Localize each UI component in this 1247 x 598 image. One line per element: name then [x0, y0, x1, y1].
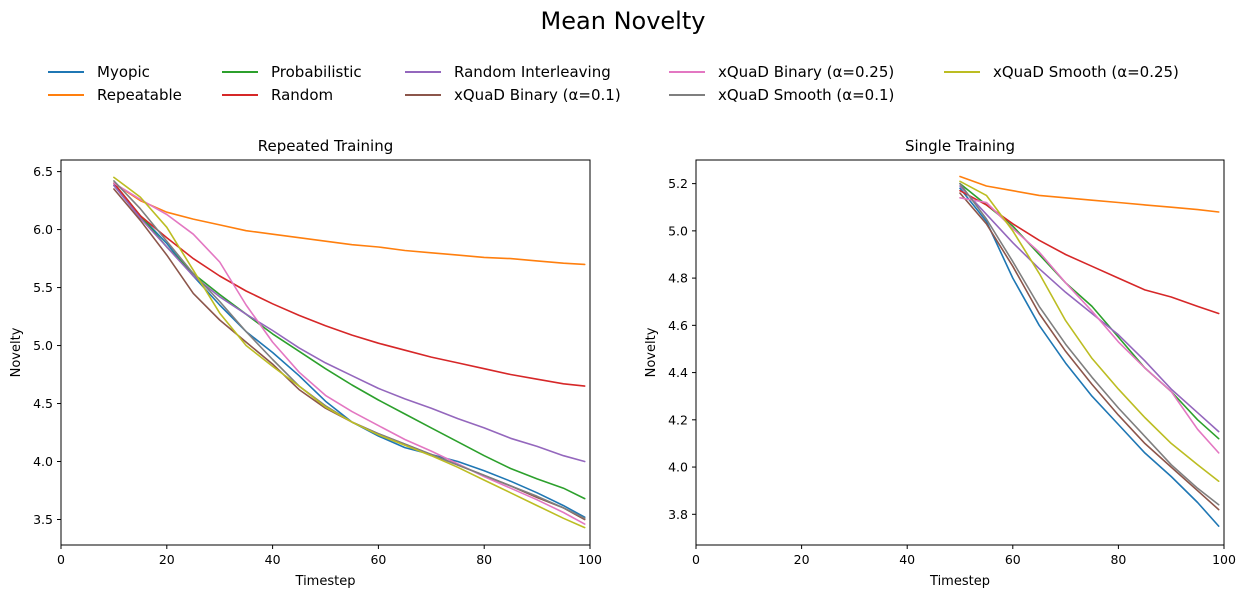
axes-frame: [60, 159, 591, 546]
series-line-random: [113, 182, 586, 387]
legend-label-probabilistic: Probabilistic: [271, 63, 362, 81]
y-tick-label: 3.5: [33, 512, 53, 527]
y-tick-label: 6.5: [33, 164, 53, 179]
series-line-xquad-binary-alpha-0-25: [959, 197, 1220, 454]
y-tick-label: 4.6: [668, 318, 688, 333]
legend-entry-xquad-smooth-alpha-0-1: xQuaD Smooth (α=0.1): [669, 86, 894, 104]
legend-entry-probabilistic: Probabilistic: [222, 63, 362, 81]
x-tick-label: 0: [57, 552, 65, 567]
legend-label-myopic: Myopic: [97, 63, 150, 81]
series-line-xquad-binary-alpha-0-1: [959, 192, 1220, 511]
axes-frame: [695, 159, 1225, 546]
series-line-xquad-smooth-alpha-0-1: [959, 182, 1220, 506]
legend-label-random-interleaving: Random Interleaving: [454, 63, 611, 81]
legend-label-xquad-binary-alpha-0-1: xQuaD Binary (α=0.1): [454, 86, 621, 104]
x-tick-label: 0: [692, 552, 700, 567]
x-axis-label: Timestep: [929, 574, 990, 589]
series-line-xquad-smooth-alpha-0-1: [113, 180, 586, 520]
y-axis-label: Novelty: [9, 327, 24, 377]
x-tick-label: 80: [476, 552, 492, 567]
y-tick-label: 4.4: [668, 365, 688, 380]
legend: Myopic Repeatable Probabilistic Random Rando…: [48, 63, 1179, 104]
y-tick-label: 4.5: [33, 396, 53, 411]
x-tick-label: 40: [265, 552, 281, 567]
series-line-random-interleaving: [113, 184, 586, 463]
y-tick-label: 5.0: [33, 338, 53, 353]
legend-label-repeatable: Repeatable: [97, 86, 182, 104]
legend-entry-random: Random: [222, 86, 333, 104]
x-tick-label: 60: [370, 552, 386, 567]
series-line-myopic: [959, 187, 1220, 527]
y-tick-label: 5.0: [668, 223, 688, 238]
series-line-xquad-binary-alpha-0-25: [113, 182, 586, 525]
series-line-random-interleaving: [959, 185, 1220, 433]
legend-label-xquad-smooth-alpha-0-1: xQuaD Smooth (α=0.1): [718, 86, 894, 104]
panel-single-training: 0 20 40 60 80 100 3.8 4.0 4.2 4.4 4.6 4.8 5.0 5.2 Sing…: [644, 137, 1236, 589]
series-line-xquad-smooth-alpha-0-25: [959, 180, 1220, 483]
y-tick-label: 4.0: [668, 460, 688, 475]
series-group: [113, 176, 586, 529]
legend-label-xquad-smooth-alpha-0-25: xQuaD Smooth (α=0.25): [993, 63, 1179, 81]
y-tick-label: 5.5: [33, 280, 53, 295]
panel-title: Repeated Training: [258, 137, 394, 155]
series-line-repeatable: [113, 182, 586, 266]
y-tick-label: 6.0: [33, 222, 53, 237]
legend-label-random: Random: [271, 86, 333, 104]
series-line-repeatable: [959, 175, 1220, 213]
y-tick-label: 3.8: [668, 507, 688, 522]
y-tick-label: 5.2: [668, 176, 688, 191]
legend-entry-xquad-binary-alpha-0-1: xQuaD Binary (α=0.1): [405, 86, 621, 104]
legend-entry-repeatable: Repeatable: [48, 86, 182, 104]
legend-entry-random-interleaving: Random Interleaving: [405, 63, 611, 81]
series-line-random: [959, 189, 1220, 315]
panel-repeated-training: 0 20 40 60 80 100 3.5 4.0 4.5 5.0 5.5 6.0 6.5 Repeate…: [9, 137, 602, 589]
legend-entry-xquad-binary-alpha-0-25: xQuaD Binary (α=0.25): [669, 63, 894, 81]
x-tick-label: 40: [899, 552, 915, 567]
legend-entry-myopic: Myopic: [48, 63, 150, 81]
figure-title: Mean Novelty: [541, 7, 706, 35]
y-tick-label: 4.8: [668, 271, 688, 286]
series-group: [959, 175, 1220, 527]
x-tick-label: 100: [578, 552, 602, 567]
x-tick-label: 80: [1110, 552, 1126, 567]
panel-title: Single Training: [905, 137, 1015, 155]
y-axis-label: Novelty: [644, 327, 659, 377]
x-tick-label: 20: [159, 552, 175, 567]
y-tick-label: 4.0: [33, 454, 53, 469]
legend-entry-xquad-smooth-alpha-0-25: xQuaD Smooth (α=0.25): [944, 63, 1179, 81]
series-line-probabilistic: [113, 182, 586, 500]
x-tick-label: 60: [1005, 552, 1021, 567]
series-line-myopic: [113, 184, 586, 519]
legend-label-xquad-binary-alpha-0-25: xQuaD Binary (α=0.25): [718, 63, 894, 81]
x-tick-label: 20: [794, 552, 810, 567]
x-tick-label: 100: [1212, 552, 1236, 567]
y-tick-label: 4.2: [668, 412, 688, 427]
series-line-xquad-smooth-alpha-0-25: [113, 176, 586, 529]
x-axis-label: Timestep: [295, 574, 356, 589]
